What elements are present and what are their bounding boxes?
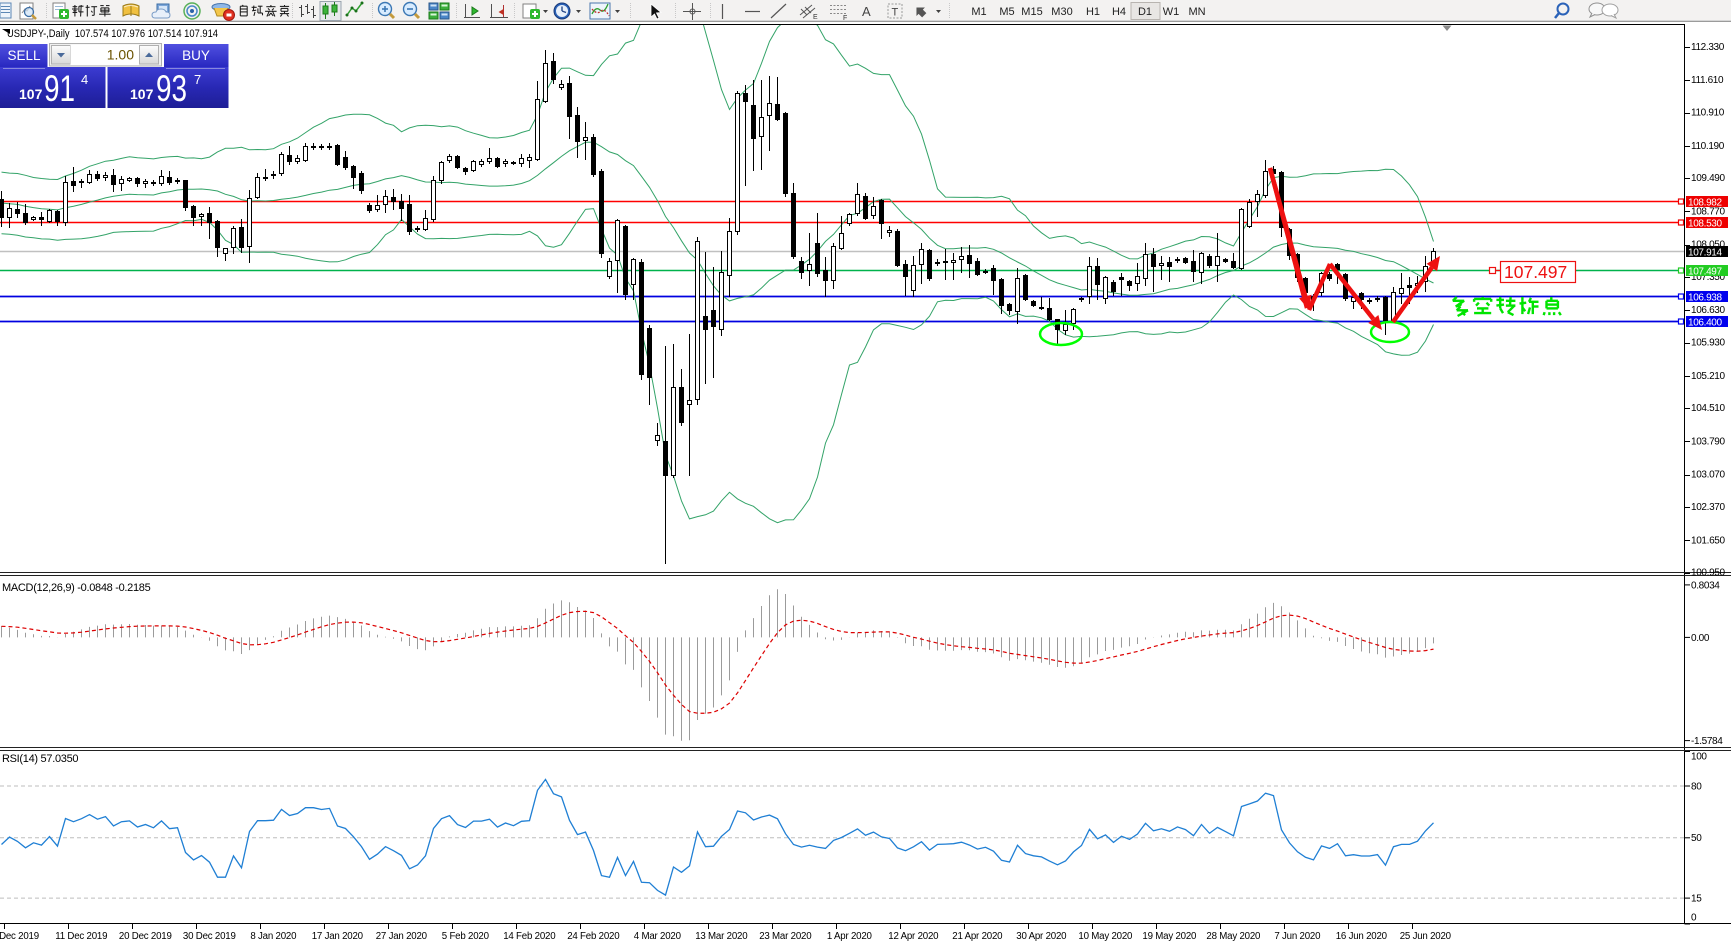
svg-text:109.490: 109.490 (1691, 173, 1725, 184)
svg-text:110.190: 110.190 (1691, 141, 1725, 152)
svg-text:14 Feb 2020: 14 Feb 2020 (503, 931, 556, 942)
svg-text:E: E (813, 14, 818, 21)
svg-text:7: 7 (194, 72, 201, 87)
svg-text:1 Apr 2020: 1 Apr 2020 (827, 931, 873, 942)
svg-text:104.510: 104.510 (1691, 403, 1725, 414)
svg-text:W1: W1 (1163, 6, 1180, 18)
svg-text:112.330: 112.330 (1691, 42, 1725, 53)
svg-text:50: 50 (1691, 833, 1702, 844)
svg-text:24 Feb 2020: 24 Feb 2020 (567, 931, 620, 942)
svg-text:10 May 2020: 10 May 2020 (1078, 931, 1133, 942)
svg-text:103.790: 103.790 (1691, 436, 1725, 447)
svg-text:106.630: 106.630 (1691, 305, 1725, 316)
svg-text:0.00: 0.00 (1691, 633, 1710, 644)
svg-text:RSI(14) 57.0350: RSI(14) 57.0350 (2, 753, 78, 765)
svg-text:108.050: 108.050 (1691, 240, 1725, 251)
svg-text:D1: D1 (1138, 6, 1152, 18)
svg-text:17 Jan 2020: 17 Jan 2020 (312, 931, 364, 942)
svg-text:11 Dec 2019: 11 Dec 2019 (55, 931, 107, 942)
svg-text:15: 15 (1691, 894, 1702, 905)
svg-text:M30: M30 (1051, 6, 1072, 18)
svg-text:100.950: 100.950 (1691, 568, 1725, 579)
svg-text:SELL: SELL (7, 48, 41, 63)
svg-text:27 Jan 2020: 27 Jan 2020 (376, 931, 428, 942)
svg-text:T: T (892, 7, 899, 19)
svg-text:21 Apr 2020: 21 Apr 2020 (952, 931, 1003, 942)
svg-text:12 Apr 2020: 12 Apr 2020 (888, 931, 939, 942)
svg-text:107: 107 (130, 86, 154, 102)
svg-text:107.350: 107.350 (1691, 272, 1725, 283)
svg-text:108.982: 108.982 (1688, 197, 1722, 208)
svg-text:MN: MN (1188, 6, 1205, 18)
svg-text:8 Jan 2020: 8 Jan 2020 (250, 931, 297, 942)
svg-text:USDJPY-,Daily 107.574 107.976: USDJPY-,Daily 107.574 107.976 107.514 10… (7, 28, 218, 40)
svg-text:107.497: 107.497 (1688, 266, 1722, 277)
svg-text:F: F (843, 15, 847, 22)
svg-text:16 Jun 2020: 16 Jun 2020 (1336, 931, 1388, 942)
svg-text:25 Jun 2020: 25 Jun 2020 (1400, 931, 1452, 942)
svg-text:BUY: BUY (182, 48, 210, 63)
svg-text:105.210: 105.210 (1691, 371, 1725, 382)
svg-text:M1: M1 (971, 6, 986, 18)
svg-text:91: 91 (44, 68, 75, 109)
svg-text:H1: H1 (1086, 6, 1100, 18)
svg-text:4: 4 (81, 72, 88, 87)
svg-text:102.370: 102.370 (1691, 502, 1725, 513)
svg-text:111.610: 111.610 (1691, 75, 1724, 86)
svg-text:13 Mar 2020: 13 Mar 2020 (695, 931, 748, 942)
svg-text:103.070: 103.070 (1691, 470, 1725, 481)
svg-text:93: 93 (156, 68, 187, 109)
svg-text:100: 100 (1691, 752, 1707, 763)
svg-text:5 Feb 2020: 5 Feb 2020 (442, 931, 490, 942)
svg-text:0: 0 (1691, 913, 1697, 924)
svg-text:4 Mar 2020: 4 Mar 2020 (634, 931, 682, 942)
svg-text:108.770: 108.770 (1691, 206, 1725, 217)
svg-text:20 Dec 2019: 20 Dec 2019 (119, 931, 172, 942)
svg-text:A: A (862, 4, 871, 19)
svg-text:30 Apr 2020: 30 Apr 2020 (1016, 931, 1067, 942)
svg-text:105.930: 105.930 (1691, 338, 1725, 349)
svg-text:H4: H4 (1112, 6, 1126, 18)
svg-text:28 May 2020: 28 May 2020 (1206, 931, 1261, 942)
svg-text:0.8034: 0.8034 (1691, 580, 1720, 591)
svg-text:107.914: 107.914 (1688, 247, 1722, 258)
svg-text:108.530: 108.530 (1688, 218, 1722, 229)
svg-text:Dec 2019: Dec 2019 (0, 931, 39, 942)
svg-text:M5: M5 (999, 6, 1014, 18)
svg-text:M15: M15 (1021, 6, 1042, 18)
svg-text:106.400: 106.400 (1688, 317, 1722, 328)
svg-text:106.938: 106.938 (1688, 292, 1722, 303)
svg-text:101.650: 101.650 (1691, 535, 1725, 546)
svg-text:1.00: 1.00 (107, 47, 134, 63)
svg-text:30 Dec 2019: 30 Dec 2019 (183, 931, 236, 942)
svg-text:19 May 2020: 19 May 2020 (1142, 931, 1197, 942)
svg-text:23 Mar 2020: 23 Mar 2020 (759, 931, 812, 942)
svg-text:110.910: 110.910 (1691, 108, 1725, 119)
svg-text:107.497: 107.497 (1504, 262, 1567, 282)
svg-text:80: 80 (1691, 782, 1702, 793)
svg-text:107: 107 (19, 86, 43, 102)
svg-text:7 Jun 2020: 7 Jun 2020 (1274, 931, 1321, 942)
svg-text:-1.5784: -1.5784 (1691, 736, 1723, 747)
svg-text:MACD(12,26,9) -0.0848 -0.2185: MACD(12,26,9) -0.0848 -0.2185 (2, 582, 151, 594)
